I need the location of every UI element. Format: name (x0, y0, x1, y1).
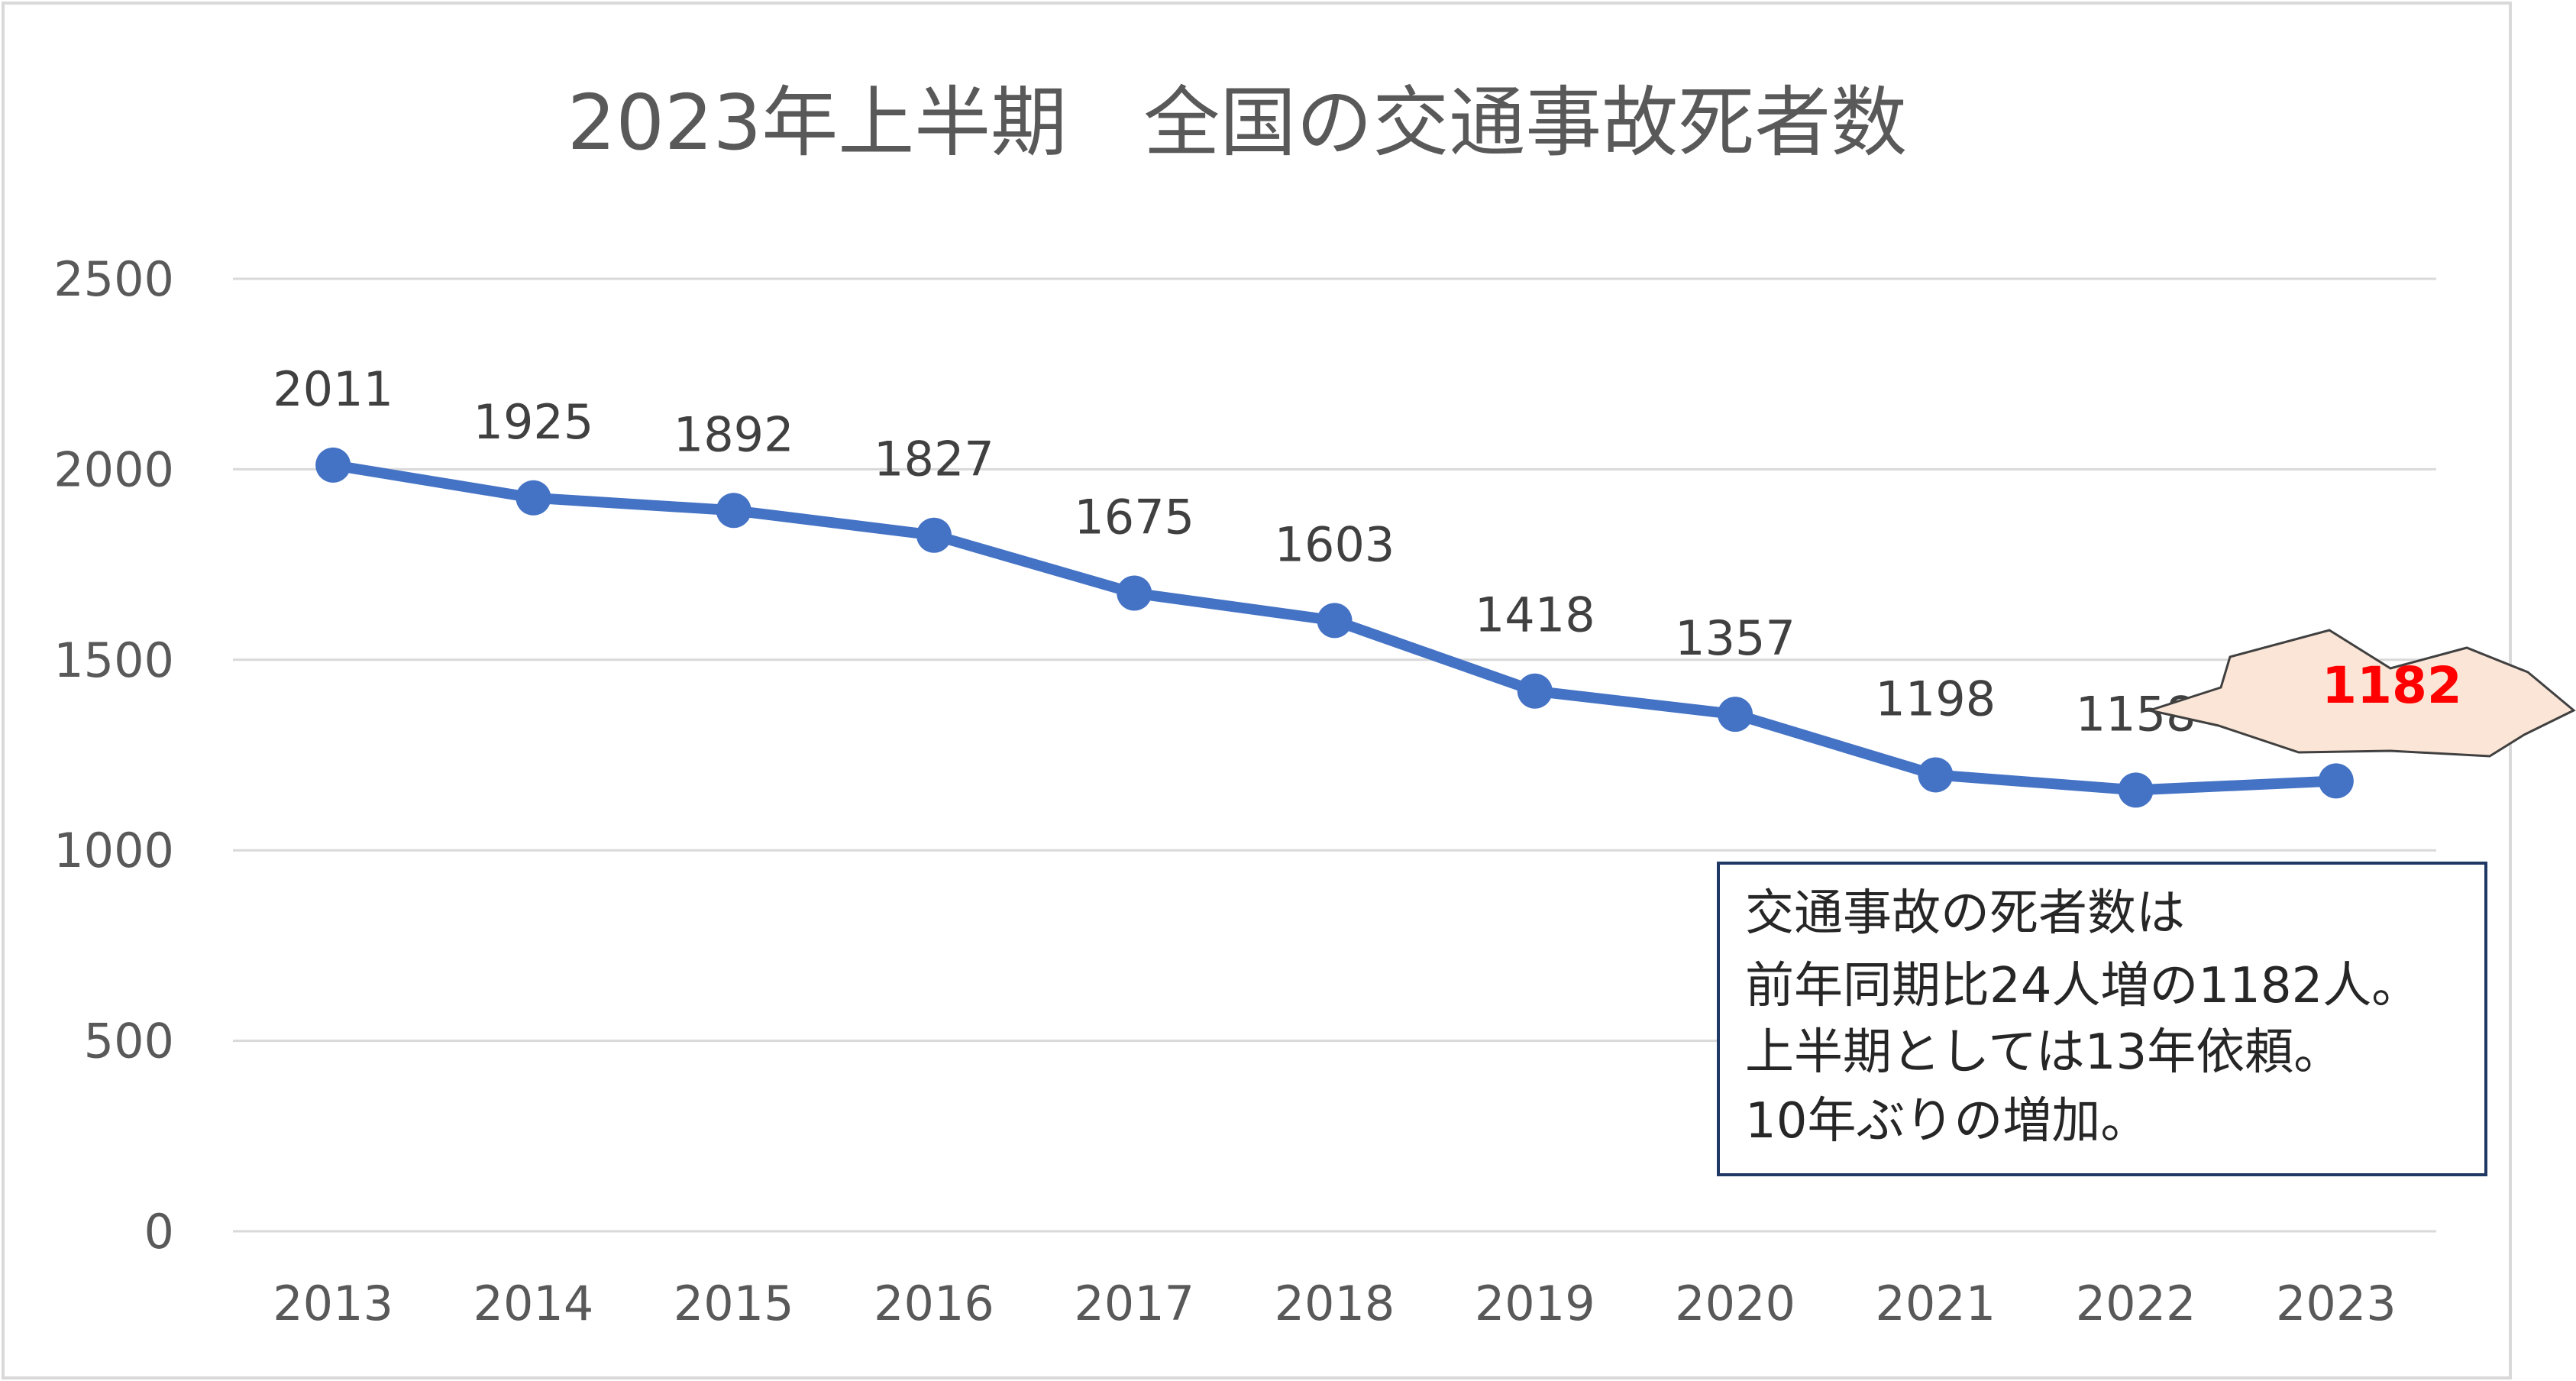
data-point-layer (315, 447, 2354, 808)
data-label-2020: 1357 (1675, 610, 1795, 666)
data-label-2017: 1675 (1074, 490, 1194, 545)
data-label-2021: 1198 (1875, 671, 1996, 726)
annotation-line-2: 前年同期比24人増の1182人。 (1745, 958, 2420, 1014)
data-label-2015: 1892 (674, 406, 794, 462)
y-tick-label-1000: 1000 (53, 823, 174, 878)
y-tick-label-2000: 2000 (53, 441, 174, 497)
data-point-2023 (2318, 763, 2354, 799)
data-point-2019 (1517, 673, 1553, 709)
highlight-burst-shape (2145, 629, 2576, 758)
data-point-2015 (716, 493, 751, 529)
y-axis-ticks: 0 500 1000 1500 2000 2500 (53, 251, 174, 1260)
y-tick-label-0: 0 (144, 1204, 174, 1260)
annotation-box: 交通事故の死者数は 前年同期比24人増の1182人。 上半期としては13年依頼。… (1717, 862, 2487, 1176)
data-point-2021 (1918, 757, 1954, 793)
x-tick-label-2019: 2019 (1475, 1276, 1595, 1331)
x-tick-label-2015: 2015 (674, 1276, 794, 1331)
highlight-value-label: 1182 (2322, 656, 2462, 715)
x-tick-label-2023: 2023 (2276, 1276, 2397, 1331)
x-tick-label-2014: 2014 (474, 1276, 594, 1331)
data-point-2017 (1117, 575, 1152, 611)
x-tick-label-2021: 2021 (1875, 1276, 1996, 1331)
x-axis-ticks: 2013 2014 2015 2016 2017 2018 2019 2020 2021 2022… (273, 1276, 2397, 1331)
x-tick-label-2018: 2018 (1275, 1276, 1395, 1331)
y-tick-label-500: 500 (84, 1014, 174, 1069)
data-label-2019: 1418 (1475, 587, 1595, 643)
annotation-line-4: 10年ぶりの増加。 (1745, 1093, 2149, 1150)
data-point-2013 (315, 447, 351, 483)
data-point-2022 (2118, 772, 2154, 808)
x-tick-label-2016: 2016 (874, 1276, 994, 1331)
data-label-2018: 1603 (1275, 516, 1395, 572)
highlight-burst: 1182 (2145, 629, 2576, 758)
x-tick-label-2013: 2013 (273, 1276, 393, 1331)
data-label-2014: 1925 (474, 394, 594, 450)
data-point-2018 (1317, 603, 1353, 639)
data-label-2016: 1827 (874, 432, 994, 487)
annotation-line-3: 上半期としては13年依頼。 (1745, 1024, 2342, 1081)
data-point-2016 (916, 517, 952, 553)
x-tick-label-2020: 2020 (1675, 1276, 1795, 1331)
data-point-2014 (516, 480, 551, 516)
annotation-box-frame (1717, 862, 2487, 1176)
x-tick-label-2022: 2022 (2076, 1276, 2196, 1331)
x-tick-label-2017: 2017 (1074, 1276, 1194, 1331)
data-label-2013: 2011 (273, 361, 393, 417)
y-tick-label-1500: 1500 (53, 632, 174, 688)
chart-title: 2023年上半期 全国の交通事故死者数 (567, 78, 1908, 167)
annotation-line-1: 交通事故の死者数は (1745, 885, 2185, 942)
data-point-2020 (1718, 697, 1753, 733)
y-tick-label-2500: 2500 (53, 251, 174, 307)
